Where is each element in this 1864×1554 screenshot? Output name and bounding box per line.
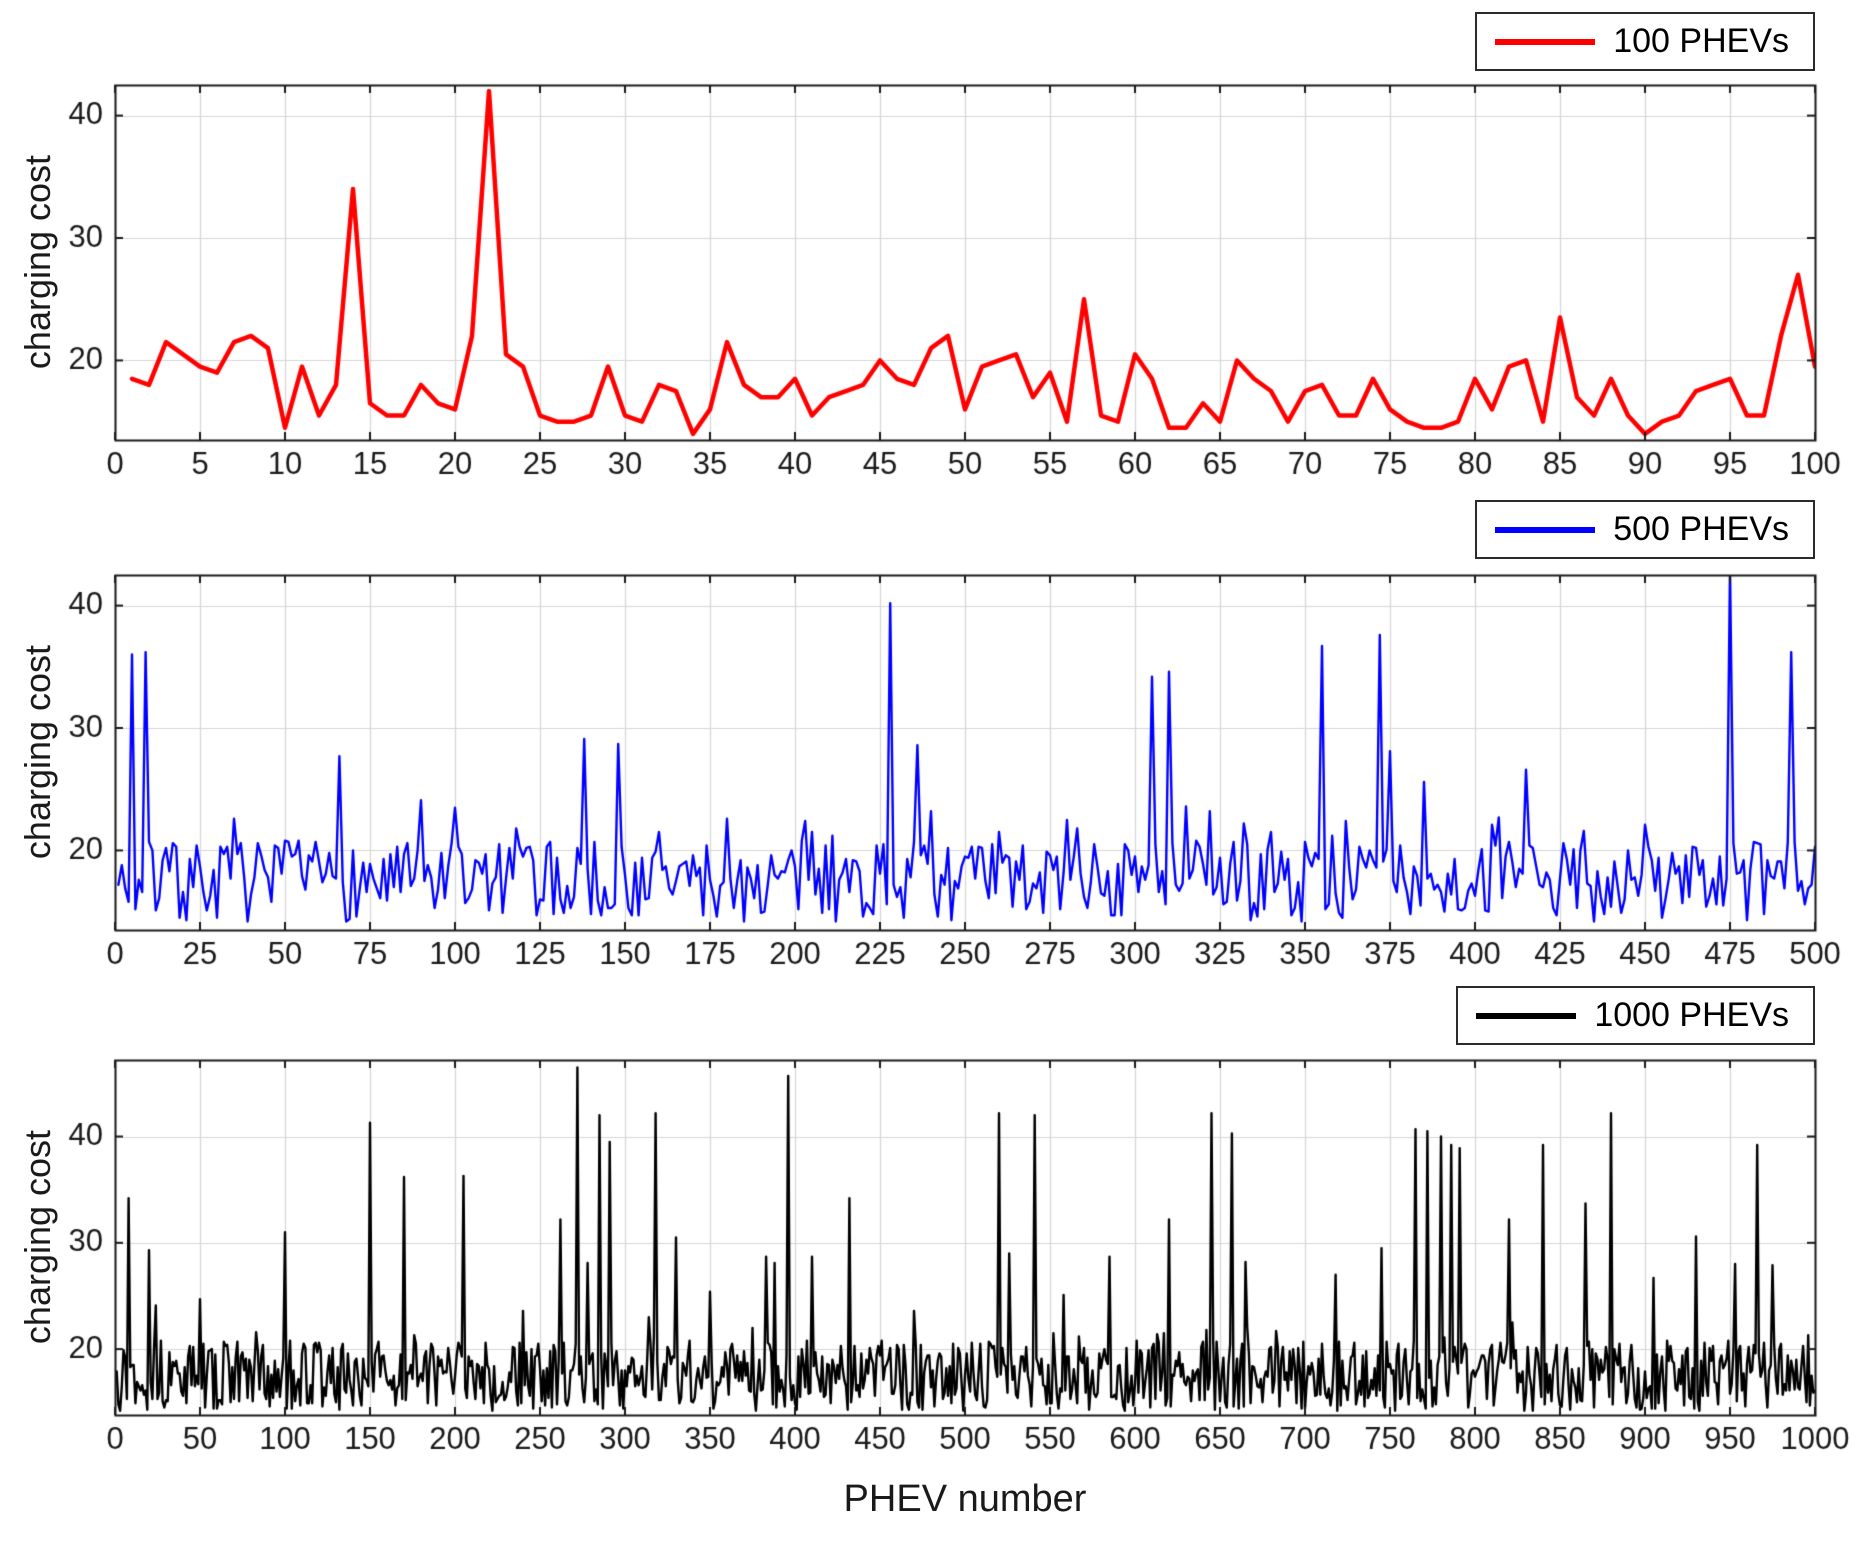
legend-500-phevs: 500 PHEVs <box>1475 500 1815 559</box>
legend-100-phevs: 100 PHEVs <box>1475 12 1815 71</box>
legend-label-100-phevs: 100 PHEVs <box>1613 22 1789 60</box>
legend-line-1000-phevs <box>1476 1012 1577 1019</box>
legend-label-500-phevs: 500 PHEVs <box>1613 510 1789 548</box>
legend-line-500-phevs <box>1495 526 1596 533</box>
y-axis-label-top-plot: charging cost <box>17 154 58 370</box>
legend-line-100-phevs <box>1495 38 1596 45</box>
y-axis-label-middle-plot: charging cost <box>17 644 58 860</box>
legend-1000-phevs: 1000 PHEVs <box>1456 986 1815 1045</box>
x-axis-label: PHEV number <box>843 1478 1087 1520</box>
legend-label-1000-phevs: 1000 PHEVs <box>1594 996 1789 1034</box>
y-axis-label-bottom-plot: charging cost <box>17 1129 58 1345</box>
